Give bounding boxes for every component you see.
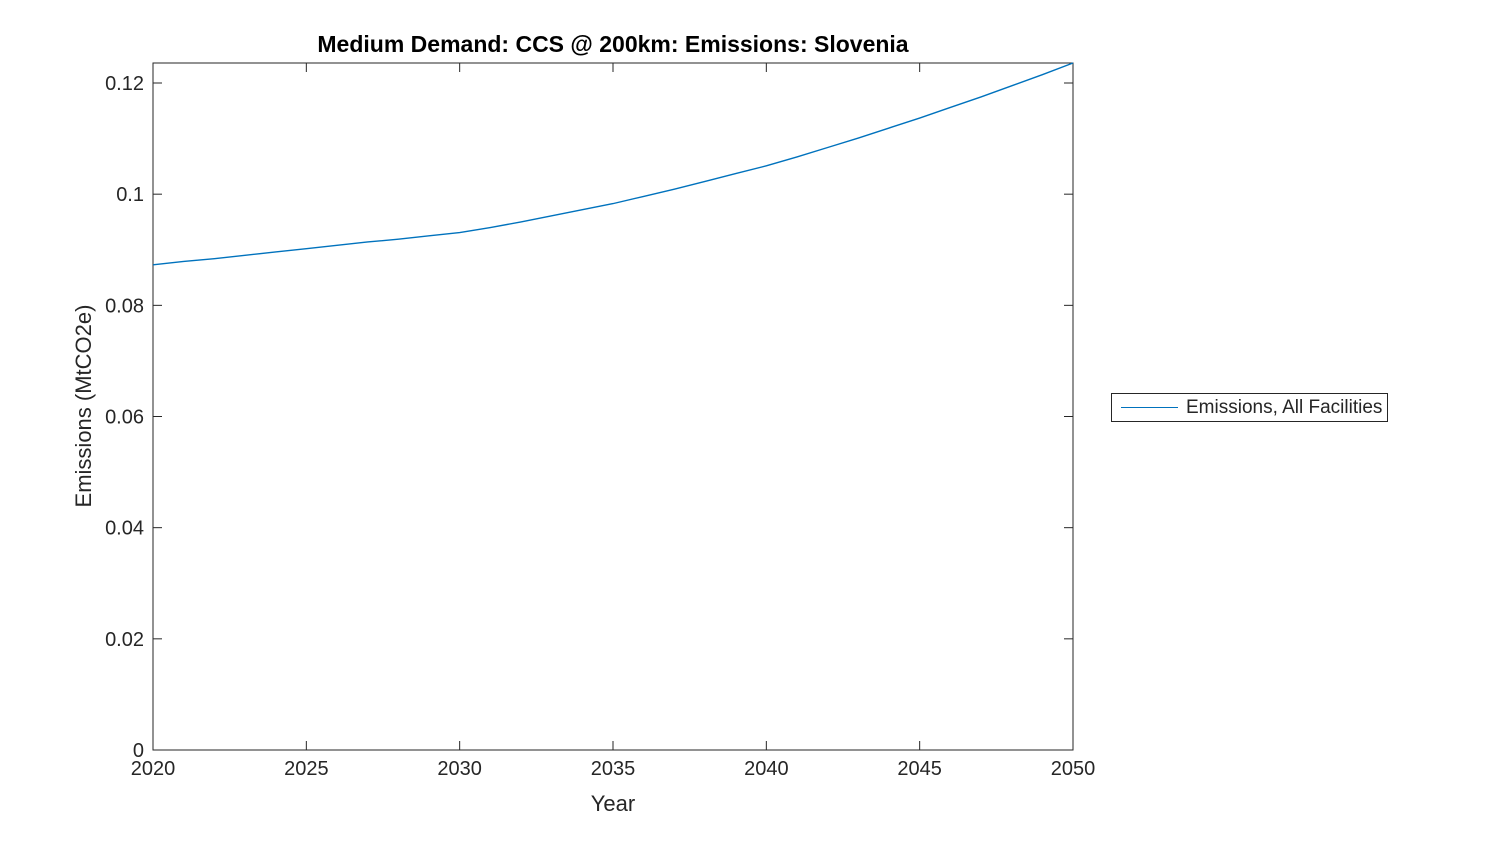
y-axis-label: Emissions (MtCO2e) — [71, 304, 96, 508]
legend-line-sample — [1121, 406, 1178, 409]
axes-box — [152, 62, 1074, 751]
y-tick-label: 0.08 — [105, 295, 144, 317]
x-tick-label: 2050 — [1051, 758, 1096, 780]
x-axis-label: Year — [590, 791, 636, 816]
emissions-line-series — [152, 62, 1074, 266]
y-tick-label: 0.04 — [105, 518, 144, 540]
x-tick-label: 2030 — [437, 758, 482, 780]
x-tick-label: 2025 — [284, 758, 329, 780]
x-tick-label: 2040 — [744, 758, 789, 780]
legend-entry-label: Emissions, All Facilities — [1186, 396, 1383, 418]
y-tick-label: 0.12 — [105, 73, 144, 95]
legend: Emissions, All Facilities — [1111, 393, 1388, 422]
y-tick-label: 0.06 — [105, 407, 144, 429]
chart-title: Medium Demand: CCS @ 200km: Emissions: S… — [317, 31, 909, 57]
x-tick-label: 2020 — [131, 758, 176, 780]
y-tick-label: 0.02 — [105, 629, 144, 651]
x-tick-label: 2035 — [591, 758, 636, 780]
y-tick-label: 0 — [133, 740, 144, 762]
y-tick-label: 0.1 — [116, 184, 144, 206]
x-tick-label: 2045 — [897, 758, 942, 780]
